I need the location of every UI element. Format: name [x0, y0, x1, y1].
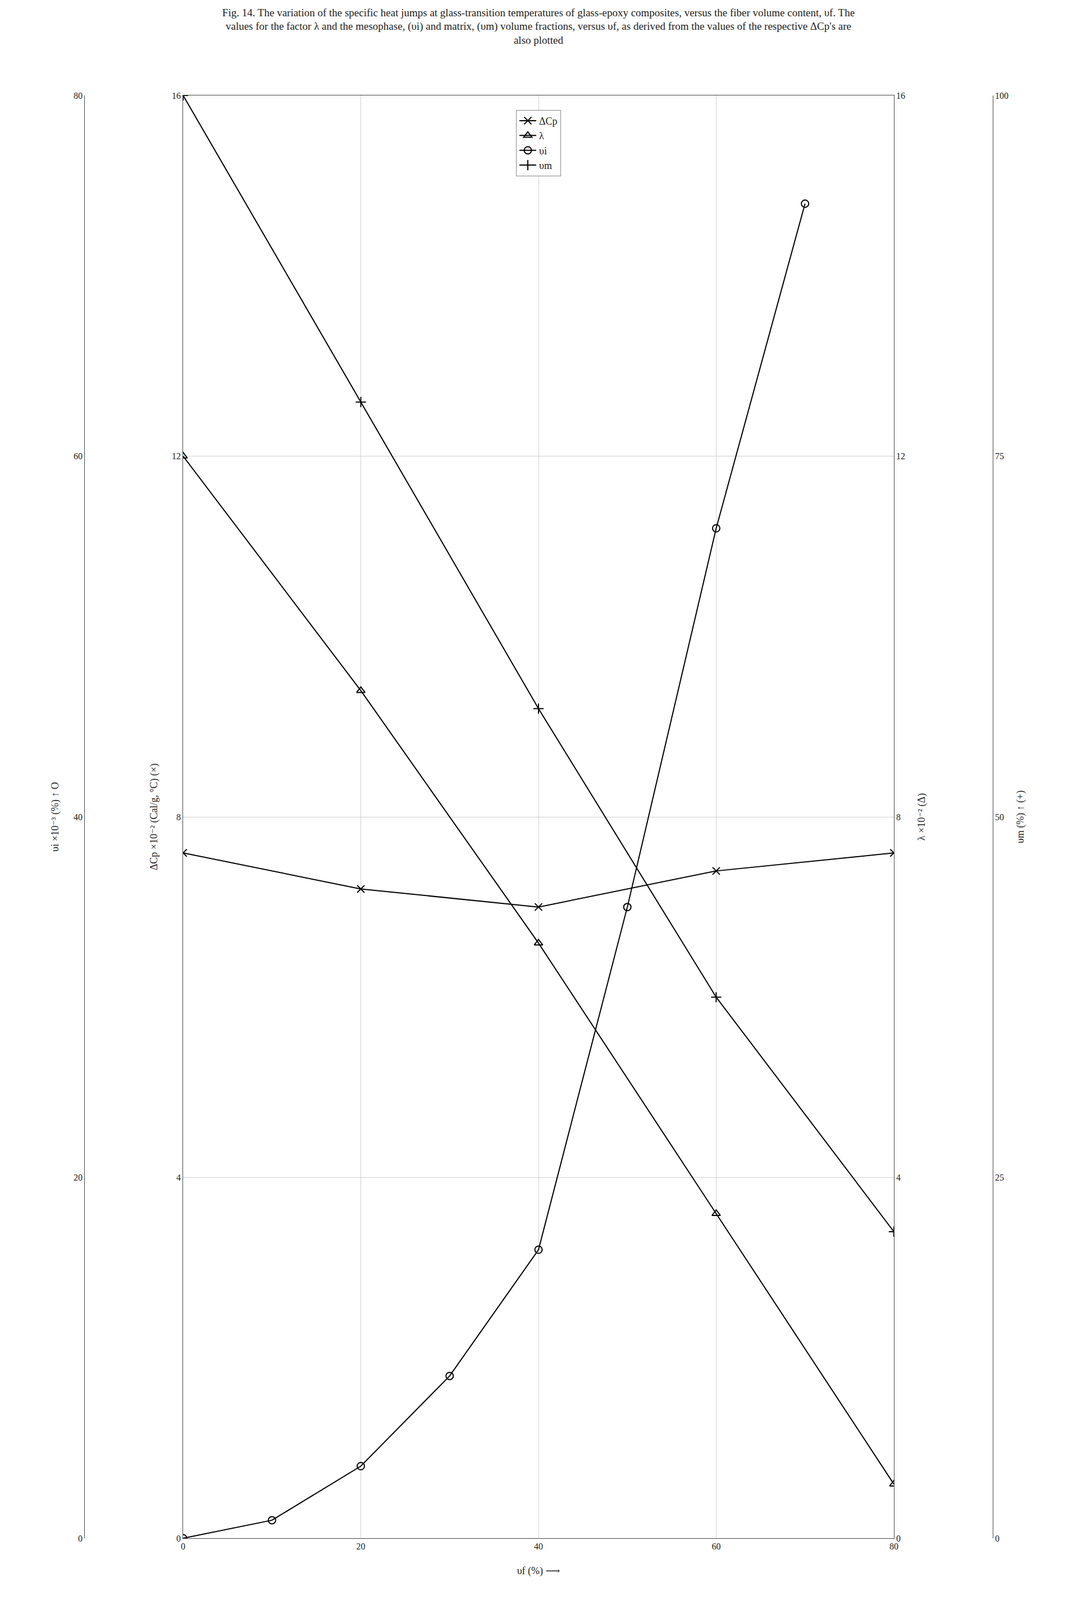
- svg-text:60: 60: [73, 451, 83, 462]
- svg-text:16: 16: [171, 90, 181, 101]
- svg-text:υi ×10⁻³ (%) ↑ O: υi ×10⁻³ (%) ↑ O: [49, 782, 62, 852]
- svg-text:Fig. 14. The variation of the: Fig. 14. The variation of the specific h…: [222, 6, 855, 47]
- svg-text:20: 20: [356, 1541, 366, 1552]
- svg-text:4: 4: [176, 1173, 181, 1183]
- svg-text:8: 8: [896, 812, 901, 823]
- svg-text:40: 40: [73, 812, 83, 823]
- svg-text:υm (%) ↑ (+): υm (%) ↑ (+): [1014, 790, 1027, 844]
- svg-text:υi: υi: [539, 145, 547, 157]
- svg-text:0: 0: [180, 1541, 186, 1552]
- svg-text:λ ×10⁻² (Δ): λ ×10⁻² (Δ): [915, 793, 928, 841]
- svg-text:20: 20: [73, 1173, 83, 1183]
- svg-text:80: 80: [73, 90, 83, 101]
- svg-text:100: 100: [995, 90, 1009, 101]
- svg-text:40: 40: [534, 1541, 543, 1552]
- svg-text:16: 16: [896, 90, 906, 101]
- svg-text:60: 60: [711, 1541, 721, 1552]
- svg-text:12: 12: [171, 451, 181, 462]
- svg-text:λ: λ: [539, 130, 545, 142]
- svg-text:4: 4: [896, 1173, 901, 1183]
- svg-text:80: 80: [889, 1541, 899, 1552]
- svg-text:75: 75: [995, 451, 1005, 462]
- svg-text:50: 50: [995, 812, 1005, 823]
- svg-text:υm: υm: [539, 160, 552, 172]
- svg-text:25: 25: [995, 1173, 1005, 1183]
- svg-text:8: 8: [176, 812, 181, 823]
- svg-text:υf (%) ⟶: υf (%) ⟶: [517, 1565, 561, 1578]
- svg-text:0: 0: [995, 1534, 1000, 1544]
- svg-text:ΔCp: ΔCp: [539, 115, 558, 127]
- svg-text:ΔCp ×10⁻² (Cal/g, °C) (×): ΔCp ×10⁻² (Cal/g, °C) (×): [148, 763, 161, 871]
- svg-text:0: 0: [78, 1534, 83, 1544]
- svg-text:0: 0: [176, 1534, 181, 1544]
- svg-text:12: 12: [896, 451, 906, 462]
- svg-text:0: 0: [896, 1534, 901, 1544]
